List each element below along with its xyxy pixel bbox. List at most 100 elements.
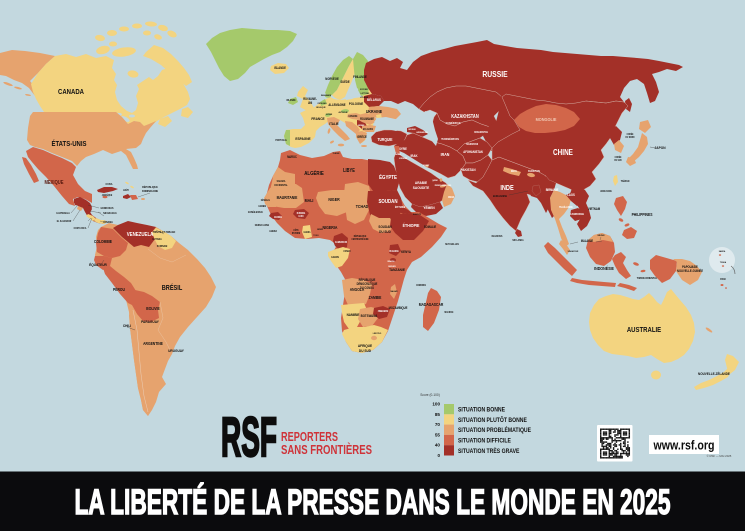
svg-text:YÉMEN: YÉMEN bbox=[423, 205, 435, 211]
svg-text:GÉORGIE: GÉORGIE bbox=[408, 128, 416, 131]
svg-text:ÉQUATEUR: ÉQUATEUR bbox=[89, 262, 107, 268]
svg-text:INDONÉSIE: INDONÉSIE bbox=[594, 266, 614, 272]
svg-text:AUTRICHE: AUTRICHE bbox=[338, 111, 348, 114]
svg-text:EL SALVADOR: EL SALVADOR bbox=[57, 220, 72, 223]
svg-text:HONGRIE: HONGRIE bbox=[349, 116, 358, 118]
svg-text:NOUVELLE-ZÉLANDE: NOUVELLE-ZÉLANDE bbox=[698, 371, 731, 377]
svg-text:DU SUD: DU SUD bbox=[379, 230, 391, 234]
svg-text:TCHAD: TCHAD bbox=[356, 204, 369, 210]
svg-text:55: 55 bbox=[435, 432, 441, 437]
svg-text:MADAGASCAR: MADAGASCAR bbox=[419, 303, 444, 307]
svg-text:PHILIPPINES: PHILIPPINES bbox=[632, 213, 653, 217]
svg-text:COSTA RICA: COSTA RICA bbox=[74, 227, 87, 230]
svg-text:TURQUIE: TURQUIE bbox=[377, 138, 393, 142]
svg-text:DU CONGO: DU CONGO bbox=[360, 286, 375, 290]
svg-text:SITUATION BONNE: SITUATION BONNE bbox=[458, 407, 505, 414]
svg-text:INDE: INDE bbox=[500, 184, 513, 192]
svg-text:BIRMANIE: BIRMANIE bbox=[546, 188, 559, 192]
svg-text:OUZBÉKISTAN: OUZBÉKISTAN bbox=[446, 122, 461, 125]
svg-text:0: 0 bbox=[437, 453, 440, 458]
svg-text:MALAWI: MALAWI bbox=[390, 290, 398, 293]
svg-text:COMORES: COMORES bbox=[416, 285, 426, 287]
svg-text:CAMEROUN: CAMEROUN bbox=[335, 241, 347, 244]
svg-text:DU SUD: DU SUD bbox=[614, 160, 622, 162]
svg-text:D'IVOIRE: D'IVOIRE bbox=[292, 233, 301, 235]
svg-text:© RSF — MAI 2025: © RSF — MAI 2025 bbox=[707, 454, 732, 458]
svg-text:AZERBAÏDJAN: AZERBAÏDJAN bbox=[416, 131, 428, 134]
svg-text:BOTSWANA: BOTSWANA bbox=[361, 314, 378, 318]
svg-text:ISLANDE: ISLANDE bbox=[274, 66, 286, 70]
svg-text:TAÏWAN: TAÏWAN bbox=[621, 180, 630, 183]
svg-text:KOWEÏT: KOWEÏT bbox=[423, 164, 430, 167]
svg-text:LITUANIE: LITUANIE bbox=[360, 96, 369, 99]
svg-text:TRINITÉ-ET-TOBAGO: TRINITÉ-ET-TOBAGO bbox=[153, 231, 176, 234]
svg-text:VIETNAM: VIETNAM bbox=[588, 207, 601, 211]
svg-text:NOUVELLE-GUINÉE: NOUVELLE-GUINÉE bbox=[677, 268, 703, 274]
svg-text:ARABIE: ARABIE bbox=[415, 181, 428, 185]
svg-text:CHINE: CHINE bbox=[553, 147, 573, 157]
svg-text:GUINÉE-BISSAU: GUINÉE-BISSAU bbox=[248, 211, 264, 214]
svg-text:FRANCE: FRANCE bbox=[311, 117, 325, 121]
svg-text:BÉLARUS: BÉLARUS bbox=[367, 97, 382, 103]
svg-text:CHILI: CHILI bbox=[123, 324, 131, 328]
svg-text:BURUNDI: BURUNDI bbox=[388, 266, 396, 268]
svg-text:SOMALIE: SOMALIE bbox=[424, 225, 436, 229]
svg-text:NICARAGUA: NICARAGUA bbox=[103, 212, 117, 215]
svg-text:DOMINICAINE: DOMINICAINE bbox=[142, 189, 158, 193]
svg-text:ÉGYPTE: ÉGYPTE bbox=[379, 172, 397, 181]
svg-text:BRUNEI: BRUNEI bbox=[598, 235, 605, 237]
svg-text:ÉTHIOPIE: ÉTHIOPIE bbox=[403, 223, 420, 229]
svg-text:TURKMÉNISTAN: TURKMÉNISTAN bbox=[441, 138, 459, 141]
svg-text:ALGÉRIE: ALGÉRIE bbox=[304, 168, 324, 177]
svg-text:FASO: FASO bbox=[298, 215, 303, 218]
svg-text:BÉNIN: BÉNIN bbox=[317, 228, 323, 231]
svg-text:MALDIVES: MALDIVES bbox=[492, 235, 503, 238]
svg-text:CENTRAFRICAINE: CENTRAFRICAINE bbox=[352, 238, 369, 241]
svg-text:ISRAËL: ISRAËL bbox=[395, 153, 402, 156]
svg-text:SRI LANKA: SRI LANKA bbox=[512, 239, 524, 242]
svg-text:MEXIQUE: MEXIQUE bbox=[44, 180, 63, 186]
svg-text:FINLANDE: FINLANDE bbox=[353, 75, 367, 79]
svg-text:DÉMOCRATIQUE: DÉMOCRATIQUE bbox=[357, 281, 378, 287]
svg-text:CÔTE: CÔTE bbox=[293, 229, 299, 232]
svg-text:SUÈDE: SUÈDE bbox=[340, 79, 349, 85]
svg-text:RÉPUBLIQUE: RÉPUBLIQUE bbox=[354, 235, 367, 238]
svg-text:RSF: RSF bbox=[221, 405, 277, 468]
svg-text:AUSTRALIE: AUSTRALIE bbox=[627, 326, 662, 334]
svg-text:GUYANA: GUYANA bbox=[152, 238, 162, 241]
svg-text:DU SUD: DU SUD bbox=[359, 349, 372, 353]
svg-text:BHOUTAN: BHOUTAN bbox=[528, 169, 540, 173]
svg-text:RUSSIE: RUSSIE bbox=[482, 69, 507, 79]
svg-text:SOUDAN: SOUDAN bbox=[378, 225, 392, 229]
svg-text:PARAGUAY: PARAGUAY bbox=[141, 320, 159, 324]
svg-text:BULGARIE: BULGARIE bbox=[363, 128, 373, 131]
svg-text:ALLEMAGNE: ALLEMAGNE bbox=[328, 103, 345, 107]
svg-text:PÉROU: PÉROU bbox=[113, 287, 125, 293]
svg-text:MAURICE: MAURICE bbox=[445, 311, 454, 314]
svg-text:SURINAM: SURINAM bbox=[157, 245, 167, 248]
svg-text:www.rsf.org: www.rsf.org bbox=[653, 439, 715, 453]
svg-text:THAÏLANDE: THAÏLANDE bbox=[559, 205, 573, 209]
svg-text:RÉPUBLIQUE: RÉPUBLIQUE bbox=[359, 277, 376, 283]
svg-text:ZAMBIE: ZAMBIE bbox=[369, 296, 382, 300]
svg-text:LIBERIA: LIBERIA bbox=[269, 230, 277, 233]
svg-text:JAMAÏQUE: JAMAÏQUE bbox=[102, 194, 113, 197]
svg-text:70: 70 bbox=[435, 422, 441, 427]
svg-text:NIGER: NIGER bbox=[328, 197, 339, 203]
svg-text:SIERRA LEONE: SIERRA LEONE bbox=[255, 224, 270, 227]
svg-text:TANZANIE: TANZANIE bbox=[389, 268, 405, 272]
svg-text:NÉPAL: NÉPAL bbox=[511, 170, 518, 173]
svg-text:LIBYE: LIBYE bbox=[343, 168, 355, 174]
svg-text:PAKISTAN: PAKISTAN bbox=[460, 168, 476, 172]
svg-text:OUGANDA: OUGANDA bbox=[389, 250, 399, 253]
svg-text:KENYA: KENYA bbox=[401, 250, 411, 254]
svg-text:LESOTHO: LESOTHO bbox=[373, 333, 382, 335]
svg-text:CONGO: CONGO bbox=[343, 251, 350, 253]
svg-text:POLOGNE: POLOGNE bbox=[349, 102, 364, 106]
svg-text:PORTUGAL: PORTUGAL bbox=[275, 139, 287, 142]
svg-text:SERBIE: SERBIE bbox=[358, 125, 365, 127]
svg-text:RÉPUBLIQUE: RÉPUBLIQUE bbox=[142, 184, 158, 190]
svg-text:ÉTATS-UNIS: ÉTATS-UNIS bbox=[51, 138, 86, 148]
svg-text:TADJIKISTAN: TADJIKISTAN bbox=[466, 143, 479, 146]
svg-text:ZIMBABWE: ZIMBABWE bbox=[378, 310, 389, 313]
